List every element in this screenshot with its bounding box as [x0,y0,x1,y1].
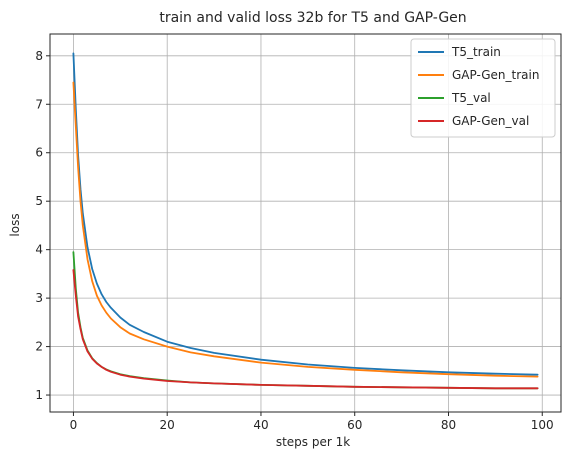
series-lines [72,52,539,390]
x-tick-label: 20 [160,418,175,432]
series-line-gap-gen-train [72,81,539,378]
x-axis-ticks: 0 20 40 60 80 100 [70,412,554,432]
y-tick-label: 2 [35,340,43,354]
x-tick-label: 80 [441,418,456,432]
chart-title: train and valid loss 32b for T5 and GAP-… [159,10,466,26]
series-line-gap-gen-val [72,269,539,390]
x-tick-label: 0 [70,418,78,432]
legend-box [410,38,556,138]
y-axis-label: loss [8,213,22,236]
y-tick-label: 3 [35,291,43,305]
series-line-t5-train [72,52,539,376]
x-tick-label: 100 [531,418,554,432]
y-tick-label: 8 [35,49,43,63]
legend-label: GAP-Gen_val [452,114,529,128]
y-tick-label: 4 [35,243,43,257]
series-line-t5-val [72,251,539,390]
y-tick-label: 7 [35,97,43,111]
x-axis-label: steps per 1k [276,435,350,449]
legend-label: T5_val [451,91,491,105]
plot-frame [49,33,562,413]
y-tick-label: 5 [35,194,43,208]
legend-label: GAP-Gen_train [452,68,539,82]
y-axis-ticks: 1 2 3 4 5 6 7 8 [35,49,50,402]
y-tick-label: 6 [35,146,43,160]
x-tick-label: 60 [347,418,362,432]
legend-label: T5_train [451,45,501,59]
x-tick-label: 40 [253,418,268,432]
legend: T5_train GAP-Gen_train T5_val GAP-Gen_val [410,38,556,138]
y-tick-label: 1 [35,388,43,402]
